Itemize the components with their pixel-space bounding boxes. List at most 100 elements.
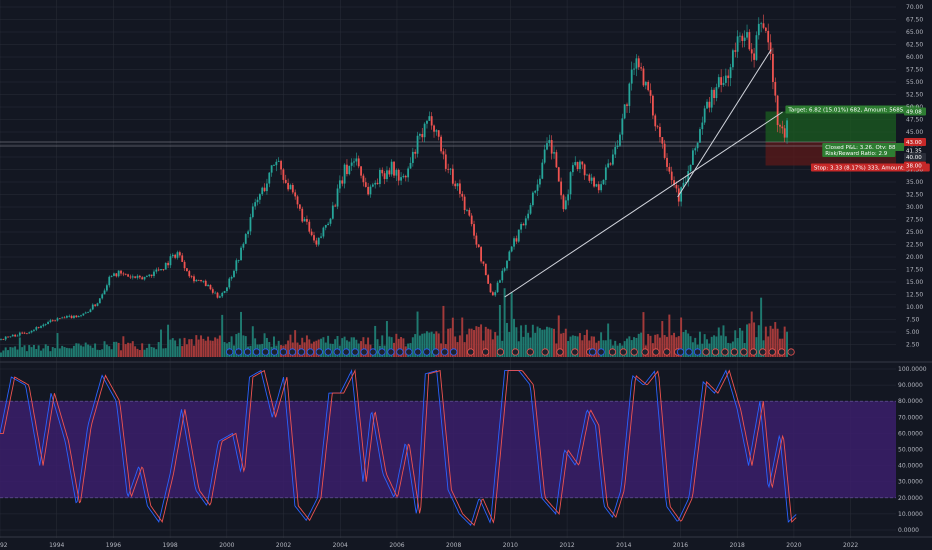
earnings-marker[interactable] [619, 348, 627, 356]
volume-bar [682, 332, 685, 357]
mixed-marker[interactable] [778, 348, 786, 356]
dividend-marker[interactable] [351, 348, 359, 356]
dividend-marker[interactable] [243, 348, 252, 356]
dividend-marker[interactable] [252, 348, 261, 356]
dividend-marker[interactable] [405, 348, 413, 356]
candle-body [651, 95, 654, 116]
earnings-marker[interactable] [608, 348, 617, 356]
mixed-marker[interactable] [702, 348, 710, 356]
dividend-marker[interactable] [387, 348, 395, 356]
dividend-marker[interactable] [414, 348, 422, 356]
candle-body [129, 276, 132, 278]
candle-body [515, 238, 518, 242]
dividend-marker[interactable] [342, 348, 350, 356]
volume-bar [746, 324, 748, 357]
earnings-marker[interactable] [511, 348, 519, 356]
dividend-marker[interactable] [306, 348, 314, 356]
stop-label-text: Stop: 3.33 (8.17%) 333, Amount: 738.1 [814, 166, 923, 172]
candle-body [204, 280, 207, 287]
candle-body [534, 190, 537, 193]
price-badge-text: 43.00 [906, 140, 922, 146]
candle-body [371, 184, 374, 187]
earnings-marker[interactable] [526, 348, 534, 356]
dividend-marker[interactable] [279, 348, 288, 356]
candle-body [689, 164, 692, 172]
candle-body [428, 116, 431, 121]
volume-bar [263, 333, 266, 357]
dividend-marker[interactable] [676, 348, 685, 356]
dividend-marker[interactable] [235, 348, 243, 356]
earnings-marker[interactable] [496, 348, 505, 356]
dividend-marker[interactable] [324, 348, 332, 356]
trendline[interactable] [504, 111, 783, 298]
dividend-marker[interactable] [369, 348, 377, 356]
candle-body [769, 42, 772, 54]
candle-body [242, 243, 245, 248]
price-tick-label: 60.00 [906, 54, 923, 61]
volume-bar [200, 335, 202, 357]
candle-body [470, 215, 473, 225]
volume-bar [0, 352, 2, 357]
earnings-marker[interactable] [556, 348, 564, 356]
dividend-marker[interactable] [693, 348, 702, 356]
volume-bar [21, 347, 24, 357]
candle-body [226, 287, 228, 292]
volume-bar [703, 334, 706, 357]
volume-bar [741, 330, 744, 357]
dividend-marker[interactable] [333, 348, 341, 356]
mixed-marker[interactable] [759, 348, 767, 356]
volume-bar [548, 327, 551, 357]
dividend-marker[interactable] [226, 348, 234, 356]
candle-body [303, 219, 306, 222]
mixed-marker[interactable] [787, 348, 795, 356]
dividend-marker[interactable] [360, 348, 368, 356]
candle-body [7, 336, 9, 338]
dividend-marker[interactable] [378, 348, 386, 356]
mixed-marker[interactable] [749, 348, 757, 356]
dividend-marker[interactable] [450, 348, 458, 356]
dividend-marker[interactable] [396, 348, 404, 356]
dividend-marker[interactable] [589, 348, 597, 356]
candle-body [637, 58, 640, 68]
candle-body [772, 53, 774, 82]
trendline[interactable] [677, 49, 772, 198]
dividend-marker[interactable] [423, 348, 431, 356]
earnings-marker[interactable] [571, 348, 579, 356]
mixed-marker[interactable] [711, 348, 720, 356]
volume-bar [647, 333, 650, 357]
candle-body [630, 69, 633, 84]
earnings-marker[interactable] [652, 348, 660, 356]
dividend-marker[interactable] [441, 348, 449, 356]
mixed-marker[interactable] [768, 348, 776, 356]
mixed-marker[interactable] [721, 348, 729, 356]
dividend-marker[interactable] [270, 348, 279, 356]
volume-bar [527, 332, 530, 357]
mixed-marker[interactable] [730, 348, 738, 356]
dividend-marker[interactable] [685, 348, 693, 356]
candle-body [317, 237, 320, 245]
mixed-marker[interactable] [740, 348, 748, 356]
grid-lines [0, 0, 896, 538]
earnings-marker[interactable] [481, 348, 490, 356]
dividend-marker[interactable] [297, 348, 305, 356]
dividend-marker[interactable] [261, 348, 270, 356]
candle-body [263, 187, 266, 192]
earnings-marker[interactable] [641, 348, 649, 356]
candle-body [369, 186, 372, 195]
dividend-marker[interactable] [288, 348, 296, 356]
dividend-marker[interactable] [315, 348, 323, 356]
dividend-marker[interactable] [597, 348, 605, 356]
earnings-marker[interactable] [630, 348, 638, 356]
volume-bar [51, 347, 54, 357]
volume-bar [155, 349, 158, 357]
volume-bar [684, 329, 687, 357]
candle-body [346, 164, 348, 175]
volume-bar [666, 336, 668, 357]
candle-body [379, 169, 381, 184]
candle-body [197, 279, 200, 281]
earnings-marker[interactable] [467, 348, 475, 356]
dividend-marker[interactable] [432, 348, 440, 356]
earnings-marker[interactable] [663, 348, 671, 356]
candles [0, 14, 788, 341]
earnings-marker[interactable] [541, 348, 549, 356]
